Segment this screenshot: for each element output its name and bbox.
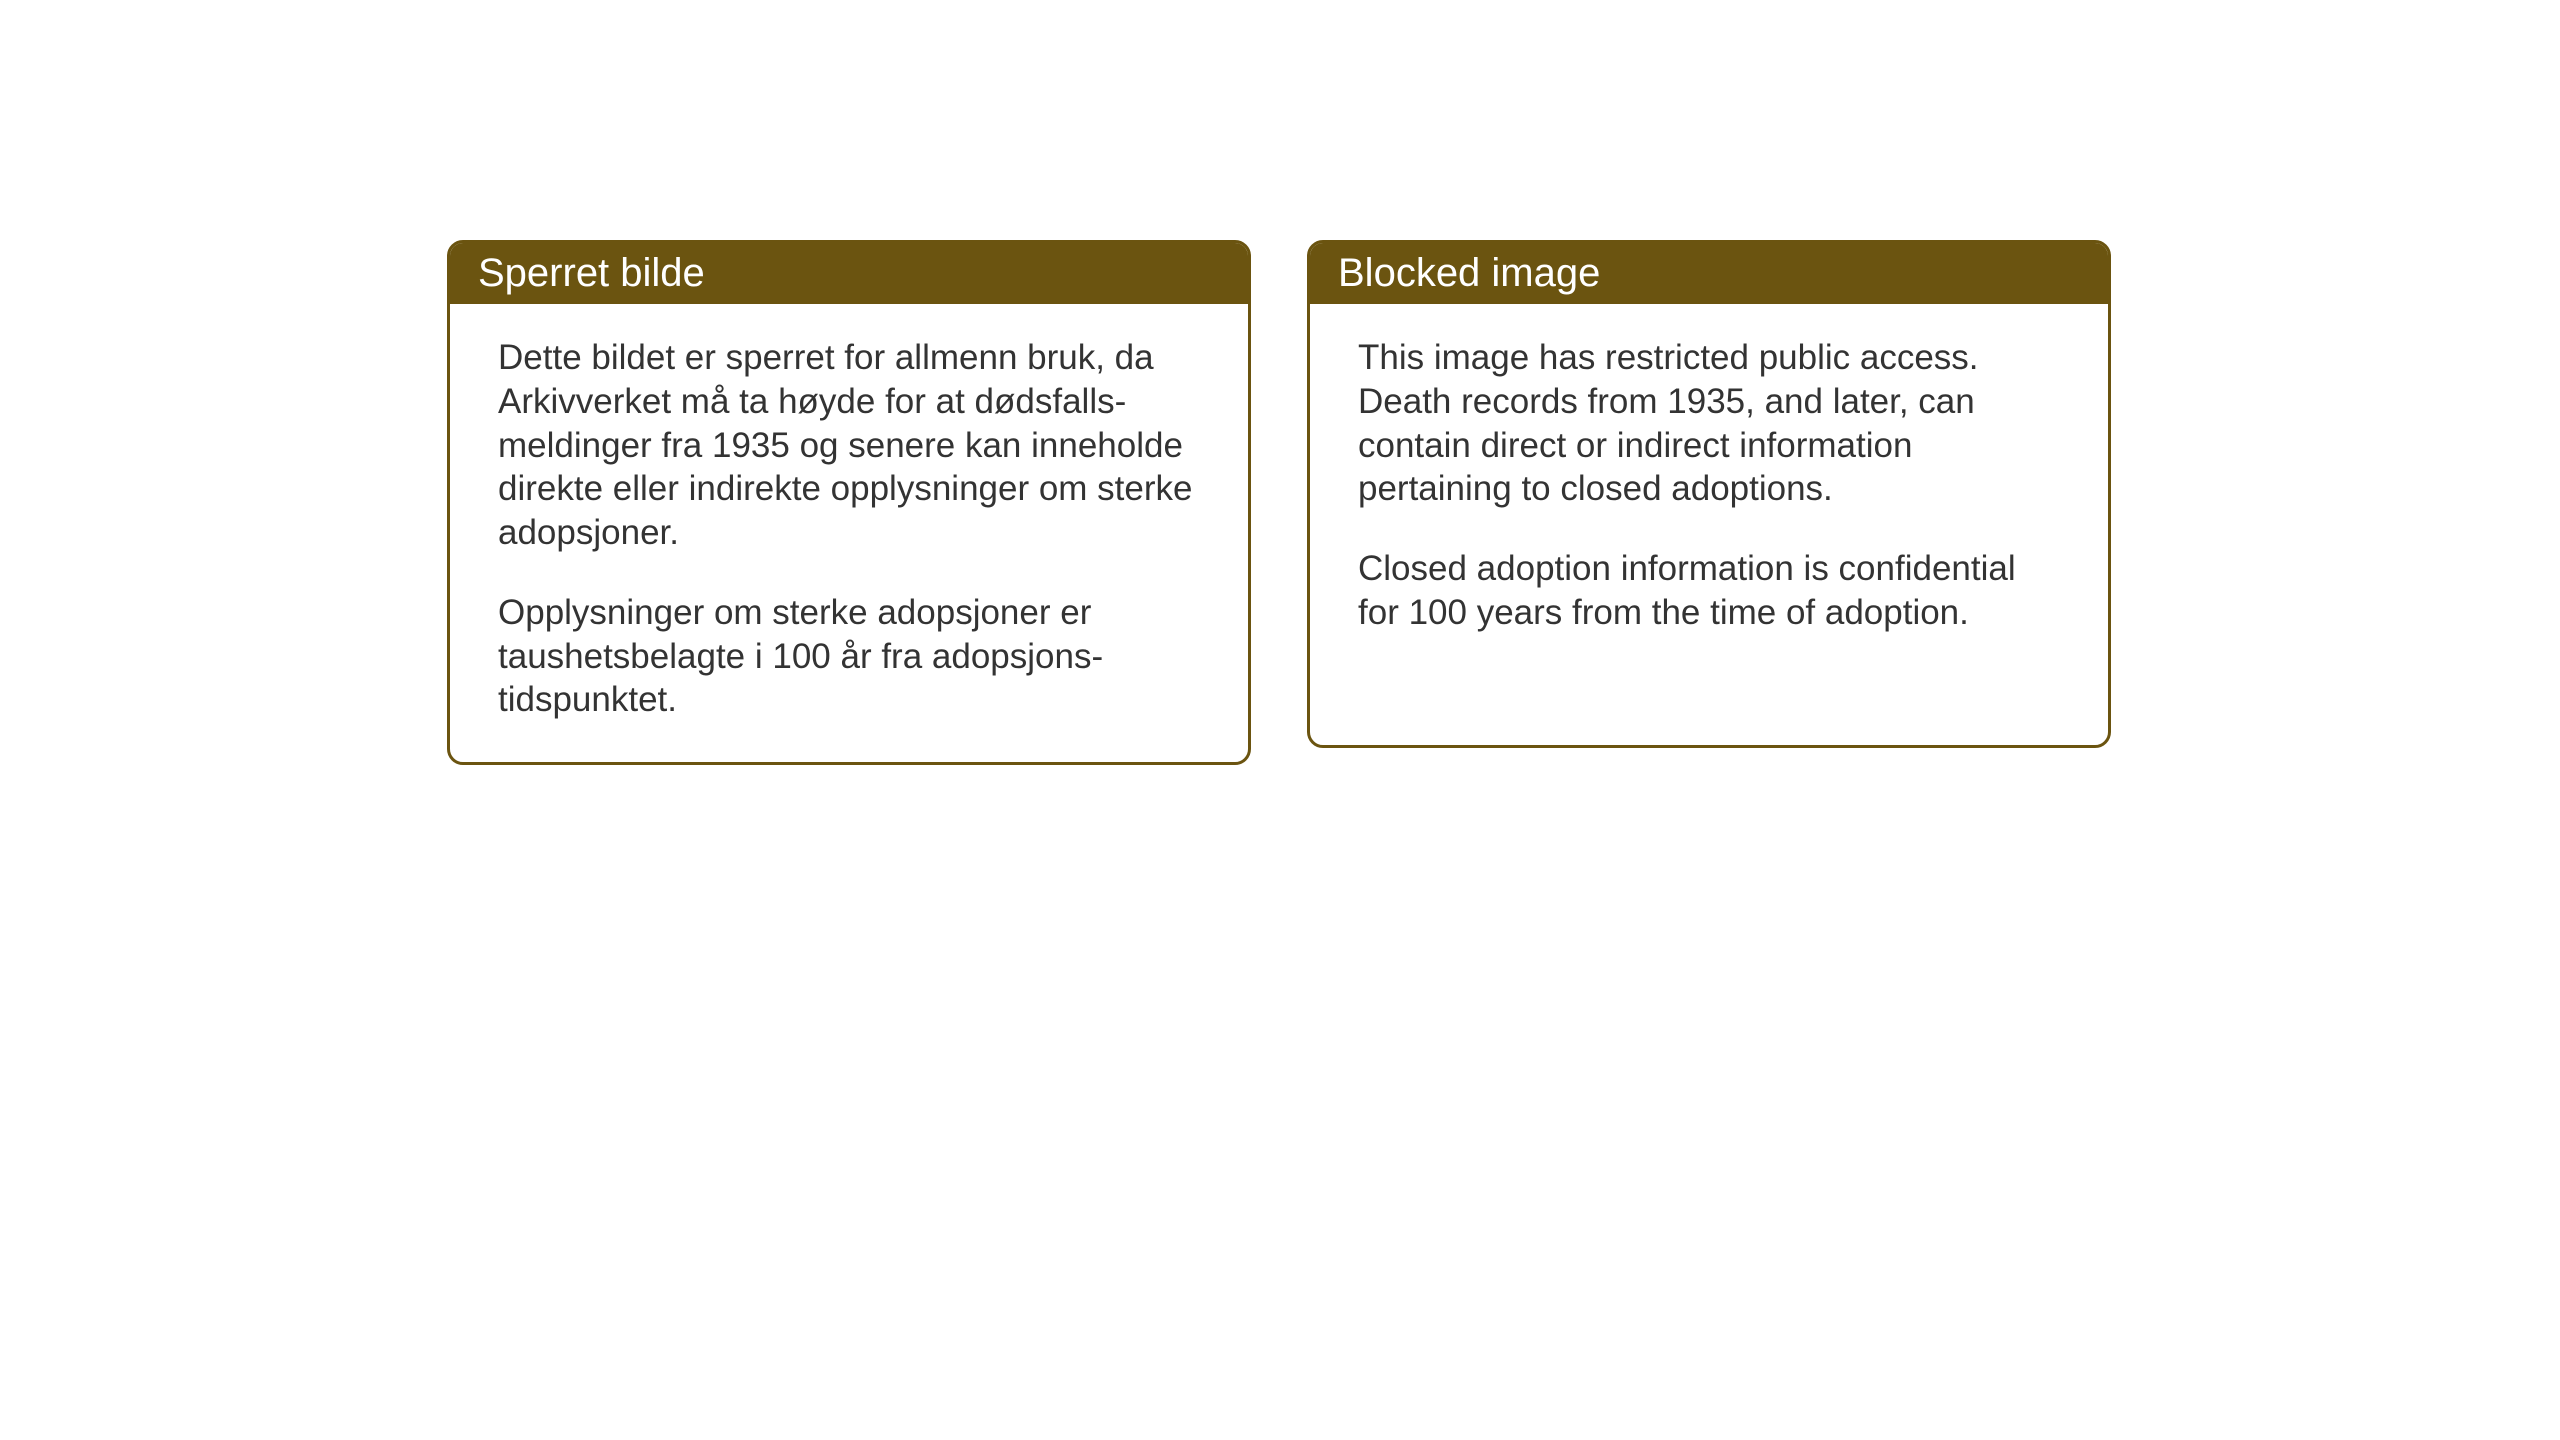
norwegian-paragraph-2: Opplysninger om sterke adopsjoner er tau… (498, 591, 1200, 722)
norwegian-notice-title: Sperret bilde (450, 243, 1248, 304)
english-paragraph-1: This image has restricted public access.… (1358, 336, 2060, 511)
norwegian-notice-card: Sperret bilde Dette bildet er sperret fo… (447, 240, 1251, 765)
norwegian-paragraph-1: Dette bildet er sperret for allmenn bruk… (498, 336, 1200, 555)
english-notice-title: Blocked image (1310, 243, 2108, 304)
english-notice-card: Blocked image This image has restricted … (1307, 240, 2111, 748)
english-paragraph-2: Closed adoption information is confident… (1358, 547, 2060, 635)
notice-cards-container: Sperret bilde Dette bildet er sperret fo… (447, 240, 2111, 765)
english-notice-body: This image has restricted public access.… (1310, 304, 2108, 675)
norwegian-notice-body: Dette bildet er sperret for allmenn bruk… (450, 304, 1248, 762)
